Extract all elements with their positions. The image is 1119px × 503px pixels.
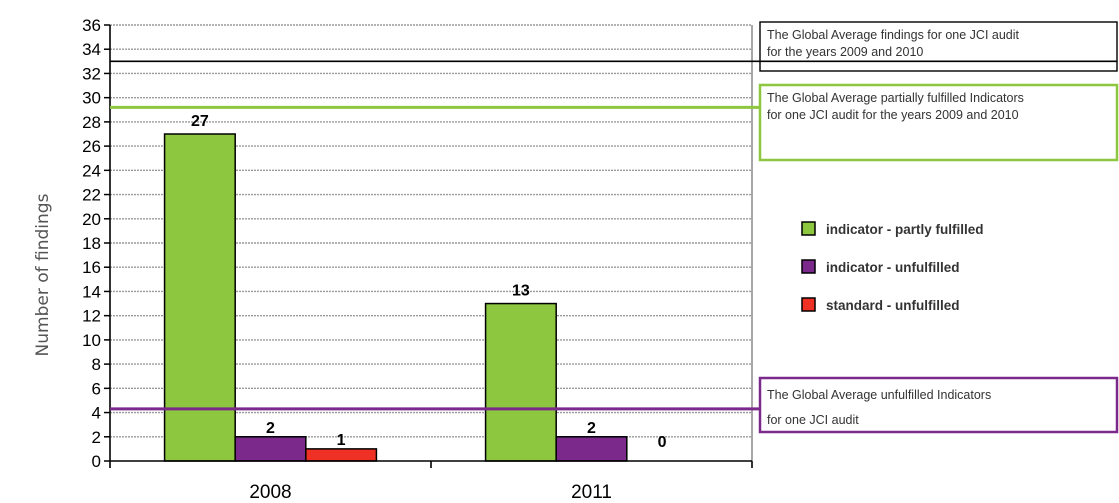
reference-label: for the years 2009 and 2010 [767,45,923,59]
data-label: 2 [587,420,596,437]
y-tick-label: 34 [82,40,101,59]
y-tick-label: 10 [82,331,101,350]
reference-label: The Global Average findings for one JCI … [767,28,1020,42]
y-tick-label: 22 [82,186,101,205]
data-label: 27 [191,113,209,130]
legend-label: indicator - partly fulfilled [826,222,984,237]
bar [234,436,307,462]
data-label: 2 [266,420,275,437]
bar [163,133,236,462]
legend: indicator - partly fulfilled indicator - … [801,221,984,313]
y-tick-label: 2 [92,428,101,447]
y-tick-label: 36 [82,16,101,35]
reference-label: for one JCI audit for the years 2009 and… [767,108,1019,122]
y-tick-label: 0 [92,452,101,471]
legend-label: standard - unfulfilled [826,298,960,313]
bar-layer: 27 2 1 13 2 0 [163,113,667,462]
y-tick-label: 4 [92,404,101,423]
bar [305,448,378,462]
y-tick-label: 18 [82,234,101,253]
y-axis-label: Number of findings [33,193,53,356]
legend-label: indicator - unfulfilled [826,260,960,275]
bar [555,436,628,462]
bar [484,302,557,462]
reference-box [758,83,1119,162]
reference-layer: The Global Average findings for one JCI … [110,21,1119,434]
reference-label: The Global Average unfulfilled Indicator… [767,388,991,402]
y-tick-label: 20 [82,210,101,229]
legend-swatch [801,221,816,236]
data-label: 0 [658,434,667,451]
legend-swatch [801,297,816,312]
y-tick-label: 8 [92,355,101,374]
legend-swatch [801,259,816,274]
y-tick-label: 16 [82,258,101,277]
y-tick-label: 30 [82,89,101,108]
reference-box [758,376,1119,434]
reference-box [759,21,1118,72]
y-tick-label: 6 [92,379,101,398]
y-tick-label: 12 [82,307,101,326]
reference-label: for one JCI audit [767,413,859,427]
y-tick-label: 24 [82,161,101,180]
y-tick-label: 26 [82,137,101,156]
y-tick-label: 28 [82,113,101,132]
data-label: 1 [337,432,346,449]
x-tick-label: 2008 [249,482,291,503]
reference-label: The Global Average partially fulfilled I… [767,91,1024,105]
y-tick-label: 32 [82,64,101,83]
x-tick-label: 2011 [571,482,612,503]
data-label: 13 [512,283,530,300]
y-tick-label: 14 [82,282,101,301]
